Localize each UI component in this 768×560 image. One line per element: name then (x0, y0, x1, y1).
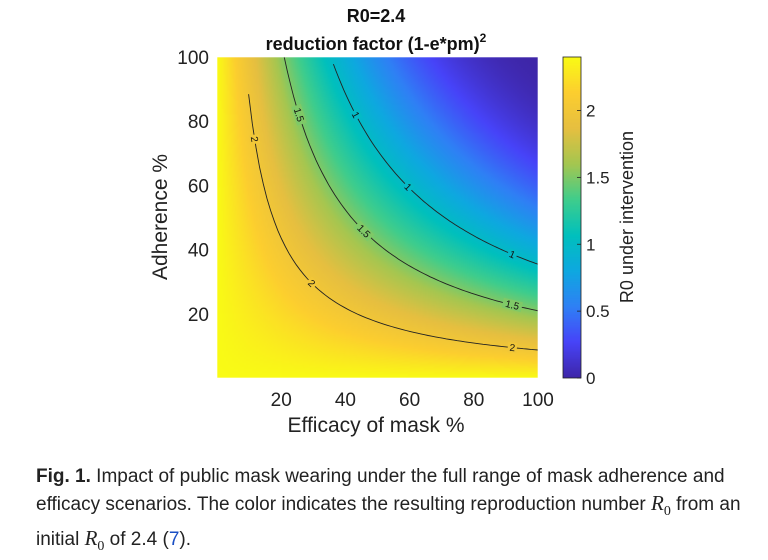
contour-label-bg (507, 342, 518, 354)
contour-label: 2 (509, 343, 516, 355)
contour-line-1 (332, 63, 539, 265)
chart-subtitle-text: reduction factor (1-e*pm) (266, 34, 480, 54)
caption-text-1: Impact of public mask wearing under the … (36, 466, 725, 515)
colorbar-label: R0 under intervention (617, 131, 637, 303)
heatmap-image (217, 57, 538, 378)
r0-symbol-initial: R0 (84, 526, 105, 555)
x-tick-label: 20 (271, 390, 292, 411)
colorbar: 0 0.5 1 1.5 2 R0 under intervention (562, 56, 637, 388)
chart-subtitle: reduction factor (1-e*pm)2 (266, 31, 487, 54)
colorbar-ticks: 0 0.5 1 1.5 2 (577, 102, 610, 388)
contour-label: 1.5 (504, 299, 521, 313)
caption-label: Fig. 1. (36, 466, 91, 487)
contour-label-bg (349, 108, 363, 122)
contour-label: 1 (349, 110, 362, 120)
colorbar-tick-label: 2 (586, 102, 595, 121)
x-axis-label: Efficacy of mask % (287, 414, 464, 437)
y-tick-label: 100 (177, 48, 209, 69)
contour-label-bg (248, 133, 261, 145)
figure-caption: Fig. 1. Impact of public mask wearing un… (36, 463, 762, 560)
y-axis-ticks: 20 40 60 80 100 (177, 48, 209, 326)
contour-label: 2 (305, 278, 317, 290)
caption-text-4: ). (179, 529, 192, 551)
reference-link[interactable]: 7 (168, 529, 180, 551)
contour-label-bg (506, 247, 519, 261)
contour-line-1-5 (283, 56, 539, 312)
r0-symbol: R0 (651, 491, 671, 520)
contour-label: 1.5 (291, 107, 306, 124)
colorbar-frame (562, 56, 582, 379)
x-tick-label: 40 (335, 390, 356, 411)
chart-subtitle-superscript: 2 (480, 31, 487, 45)
x-axis-ticks: 20 40 60 80 100 (271, 390, 554, 411)
contour-label: 2 (248, 136, 260, 144)
chart-title: R0=2.4 (347, 6, 406, 26)
contour-label-bg (304, 276, 319, 290)
colorbar-tick-label: 0 (586, 369, 595, 388)
y-tick-label: 60 (188, 176, 209, 197)
y-tick-label: 40 (188, 241, 209, 262)
figure: R0=2.4 reduction factor (1-e*pm)2 1111.5… (149, 6, 637, 437)
x-tick-label: 100 (522, 390, 554, 411)
x-tick-label: 60 (399, 390, 420, 411)
contour-label-bg (501, 297, 524, 313)
x-tick-label: 80 (463, 390, 484, 411)
contour-label-bg (401, 180, 415, 194)
contour-label-bg (291, 103, 307, 126)
plot-frame (216, 56, 539, 379)
y-tick-label: 20 (188, 305, 209, 326)
y-axis-label: Adherence % (149, 154, 172, 280)
caption-text-2: from an initial (36, 494, 741, 551)
caption-text-3: of 2.4 ( (104, 529, 169, 551)
colorbar-tick-label: 1 (586, 235, 595, 254)
contour-line-2 (248, 94, 539, 351)
contour-label-bg (353, 220, 375, 242)
colorbar-tick-label: 0.5 (586, 302, 610, 321)
contour-label: 1 (507, 249, 517, 261)
colorbar-tick-label: 1.5 (586, 168, 610, 187)
colorbar-gradient (563, 57, 581, 378)
y-tick-label: 80 (188, 112, 209, 133)
